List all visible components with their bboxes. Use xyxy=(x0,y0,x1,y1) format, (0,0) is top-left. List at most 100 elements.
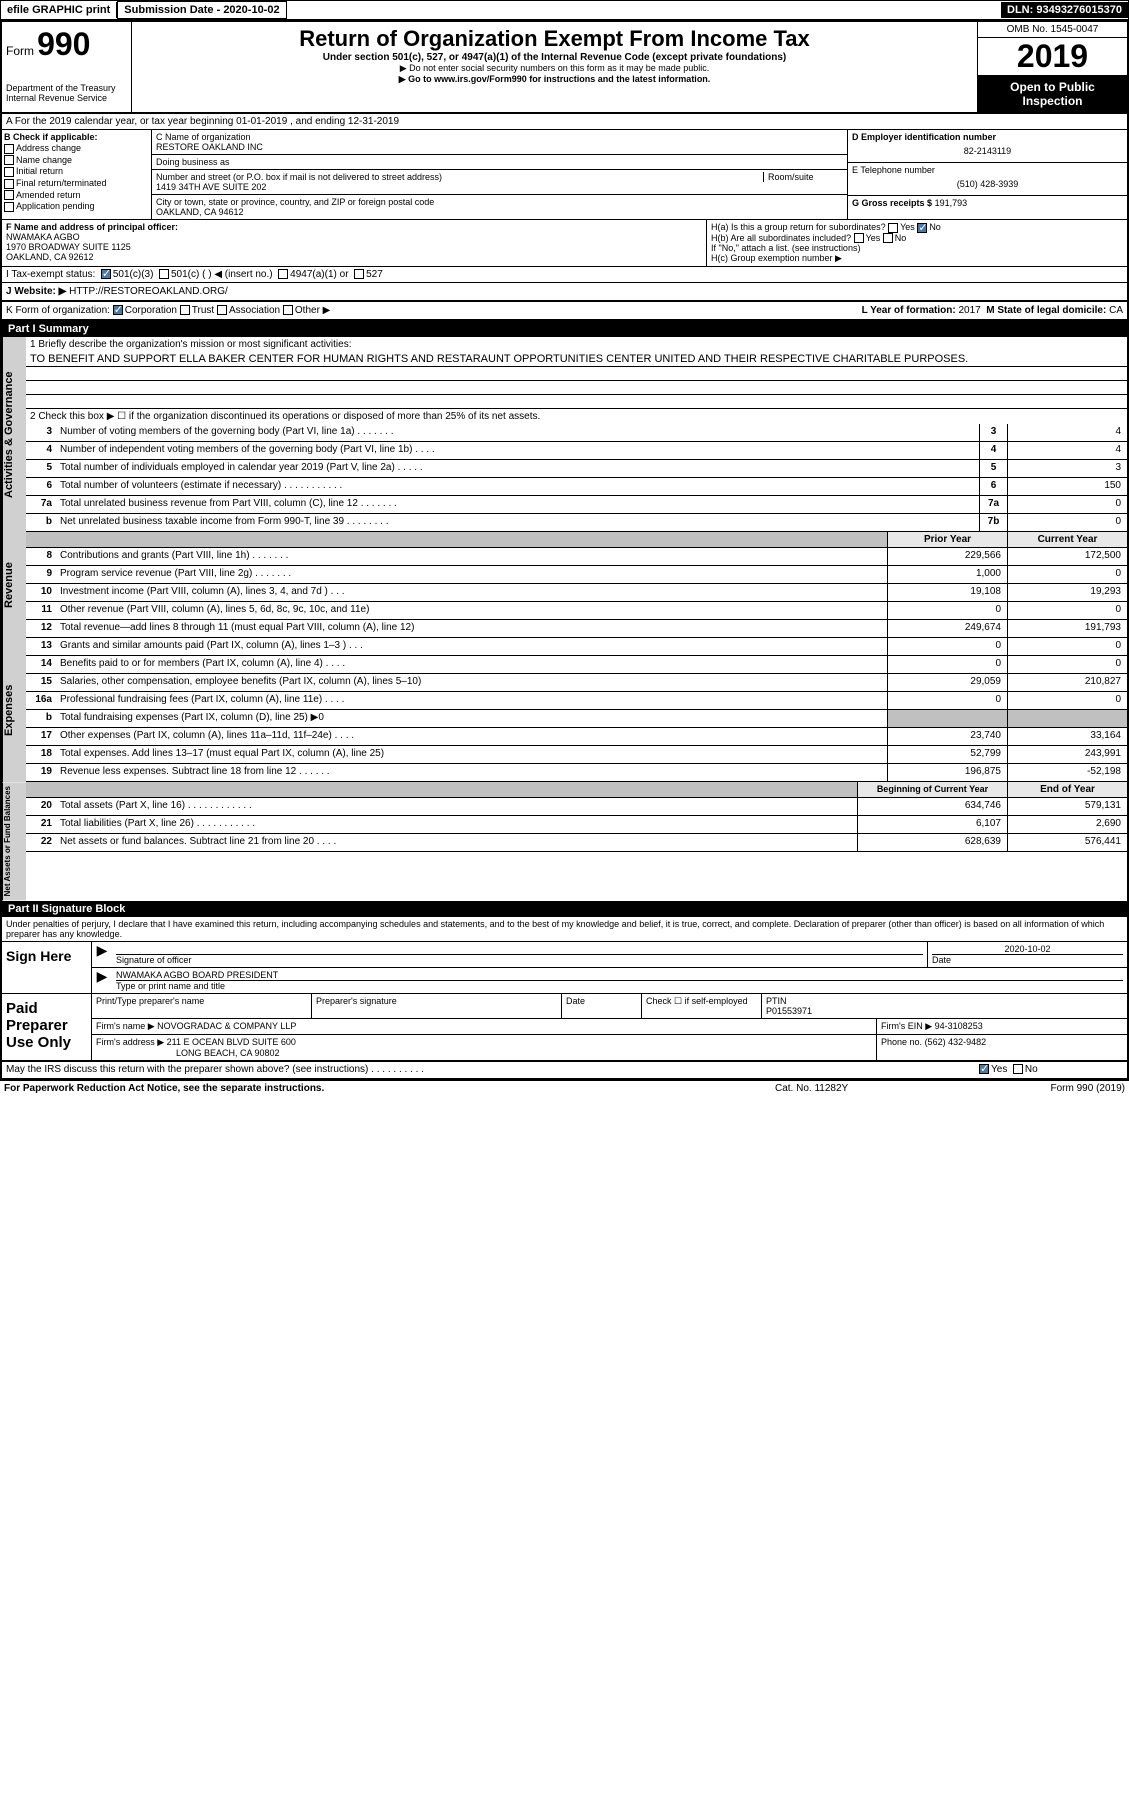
table-row: 9 Program service revenue (Part VIII, li… xyxy=(26,566,1127,584)
ha-no[interactable] xyxy=(917,223,927,233)
top-bar: efile GRAPHIC print Submission Date - 20… xyxy=(0,0,1129,20)
chk-amended[interactable]: Amended return xyxy=(4,190,149,201)
table-row: 19 Revenue less expenses. Subtract line … xyxy=(26,764,1127,782)
chk-address[interactable]: Address change xyxy=(4,143,149,154)
table-row: b Net unrelated business taxable income … xyxy=(26,514,1127,532)
form-title: Return of Organization Exempt From Incom… xyxy=(136,26,973,52)
k-other[interactable] xyxy=(283,305,293,315)
rev-head-blank xyxy=(26,532,887,547)
hb-yes[interactable] xyxy=(854,233,864,243)
header-sub3: ▶ Go to www.irs.gov/Form990 for instruct… xyxy=(136,74,973,85)
k-assoc[interactable] xyxy=(217,305,227,315)
row-fh: F Name and address of principal officer:… xyxy=(2,220,1127,267)
sig-intro: Under penalties of perjury, I declare th… xyxy=(2,917,1127,942)
b-label: B Check if applicable: xyxy=(4,132,149,142)
q1: 1 Briefly describe the organization's mi… xyxy=(26,337,1127,352)
chk-pending[interactable]: Application pending xyxy=(4,201,149,212)
table-row: 18 Total expenses. Add lines 13–17 (must… xyxy=(26,746,1127,764)
arrow-icon: ▶ xyxy=(92,968,112,993)
sig-officer[interactable]: Signature of officer xyxy=(112,942,927,967)
efile-label: efile GRAPHIC print xyxy=(1,2,117,18)
i-501c3[interactable] xyxy=(101,269,111,279)
submission-date: Submission Date - 2020-10-02 xyxy=(117,1,286,19)
table-row: 21 Total liabilities (Part X, line 26) .… xyxy=(26,816,1127,834)
chk-initial[interactable]: Initial return xyxy=(4,166,149,177)
g-val: 191,793 xyxy=(935,198,968,208)
k-label: K Form of organization: xyxy=(6,305,110,316)
rev-label: Revenue xyxy=(2,532,26,638)
table-row: 3 Number of voting members of the govern… xyxy=(26,424,1127,442)
chk-name[interactable]: Name change xyxy=(4,155,149,166)
i-label: I Tax-exempt status: xyxy=(6,269,95,280)
i-501c[interactable] xyxy=(159,269,169,279)
m-val: CA xyxy=(1109,305,1123,316)
exp-label: Expenses xyxy=(2,638,26,782)
col-end: End of Year xyxy=(1007,782,1127,797)
prep-row2: Firm's name ▶ NOVOGRADAC & COMPANY LLP F… xyxy=(92,1019,1127,1035)
part1-header: Part I Summary xyxy=(2,321,1127,337)
prep-row3: Firm's address ▶ 211 E OCEAN BLVD SUITE … xyxy=(92,1035,1127,1060)
mission-text: TO BENEFIT AND SUPPORT ELLA BAKER CENTER… xyxy=(26,352,1127,367)
prep-row1: Print/Type preparer's name Preparer's si… xyxy=(92,994,1127,1019)
mission-blank1 xyxy=(26,367,1127,381)
net-lines: 20 Total assets (Part X, line 16) . . . … xyxy=(26,798,1127,852)
prep-name[interactable]: Print/Type preparer's name xyxy=(92,994,312,1018)
arrow-icon: ▶ xyxy=(92,942,112,967)
col-b: B Check if applicable: Address change Na… xyxy=(2,130,152,219)
row-klm: K Form of organization: Corporation Trus… xyxy=(2,302,1127,321)
table-row: 22 Net assets or fund balances. Subtract… xyxy=(26,834,1127,852)
footer-right: Form 990 (2019) xyxy=(975,1083,1125,1094)
header-right: OMB No. 1545-0047 2019 Open to Public In… xyxy=(977,22,1127,112)
table-row: 20 Total assets (Part X, line 16) . . . … xyxy=(26,798,1127,816)
table-row: 14 Benefits paid to or for members (Part… xyxy=(26,656,1127,674)
table-row: 5 Total number of individuals employed i… xyxy=(26,460,1127,478)
paid-preparer: Paid Preparer Use Only xyxy=(2,994,92,1060)
rev-head: Prior Year Current Year xyxy=(26,532,1127,548)
col-h: H(a) Is this a group return for subordin… xyxy=(707,220,1127,266)
ha-yes[interactable] xyxy=(888,223,898,233)
form-label: Form xyxy=(6,44,34,58)
i-4947[interactable] xyxy=(278,269,288,279)
c-addr-label: Number and street (or P.O. box if mail i… xyxy=(156,172,763,182)
l-label: L Year of formation: xyxy=(862,305,956,316)
prep-sig[interactable]: Preparer's signature xyxy=(312,994,562,1018)
c-city: City or town, state or province, country… xyxy=(152,195,847,219)
q2: 2 Check this box ▶ ☐ if the organization… xyxy=(26,409,1127,424)
k-corp[interactable] xyxy=(113,305,123,315)
paid-right: Print/Type preparer's name Preparer's si… xyxy=(92,994,1127,1060)
j-val[interactable]: HTTP://RESTOREOAKLAND.ORG/ xyxy=(69,286,228,297)
rev-section: Revenue Prior Year Current Year 8 Contri… xyxy=(2,532,1127,638)
check-self[interactable]: Check ☐ if self-employed xyxy=(642,994,762,1018)
col-prior: Prior Year xyxy=(887,532,1007,547)
firm-name: Firm's name ▶ NOVOGRADAC & COMPANY LLP xyxy=(92,1019,877,1034)
exp-lines: 13 Grants and similar amounts paid (Part… xyxy=(26,638,1127,782)
chk-final[interactable]: Final return/terminated xyxy=(4,178,149,189)
header-sub1: Under section 501(c), 527, or 4947(a)(1)… xyxy=(136,52,973,63)
discuss-yes[interactable] xyxy=(979,1064,989,1074)
d-ein: D Employer identification number 82-2143… xyxy=(848,130,1127,163)
h-b-note: If "No," attach a list. (see instruction… xyxy=(711,243,1123,253)
table-row: 15 Salaries, other compensation, employe… xyxy=(26,674,1127,692)
table-row: 4 Number of independent voting members o… xyxy=(26,442,1127,460)
form-header: Form 990 Department of the Treasury Inte… xyxy=(2,22,1127,114)
rev-lines: 8 Contributions and grants (Part VIII, l… xyxy=(26,548,1127,638)
j-label: J Website: ▶ xyxy=(6,286,66,297)
net-head-blank xyxy=(26,782,857,797)
f-addr: 1970 BROADWAY SUITE 1125 OAKLAND, CA 926… xyxy=(6,242,702,262)
c-dba-label: Doing business as xyxy=(156,157,843,167)
table-row: 13 Grants and similar amounts paid (Part… xyxy=(26,638,1127,656)
k-trust[interactable] xyxy=(180,305,190,315)
footer: For Paperwork Reduction Act Notice, see … xyxy=(0,1081,1129,1096)
hb-no[interactable] xyxy=(883,233,893,243)
discuss-text: May the IRS discuss this return with the… xyxy=(2,1062,977,1078)
table-row: b Total fundraising expenses (Part IX, c… xyxy=(26,710,1127,728)
prep-date[interactable]: Date xyxy=(562,994,642,1018)
table-row: 11 Other revenue (Part VIII, column (A),… xyxy=(26,602,1127,620)
l-val: 2017 xyxy=(958,305,980,316)
g-gross: G Gross receipts $ 191,793 xyxy=(848,196,1127,210)
i-527[interactable] xyxy=(354,269,364,279)
discuss-no[interactable] xyxy=(1013,1064,1023,1074)
c-name: C Name of organization RESTORE OAKLAND I… xyxy=(152,130,847,155)
part2-header: Part II Signature Block xyxy=(2,901,1127,917)
col-c: C Name of organization RESTORE OAKLAND I… xyxy=(152,130,847,219)
